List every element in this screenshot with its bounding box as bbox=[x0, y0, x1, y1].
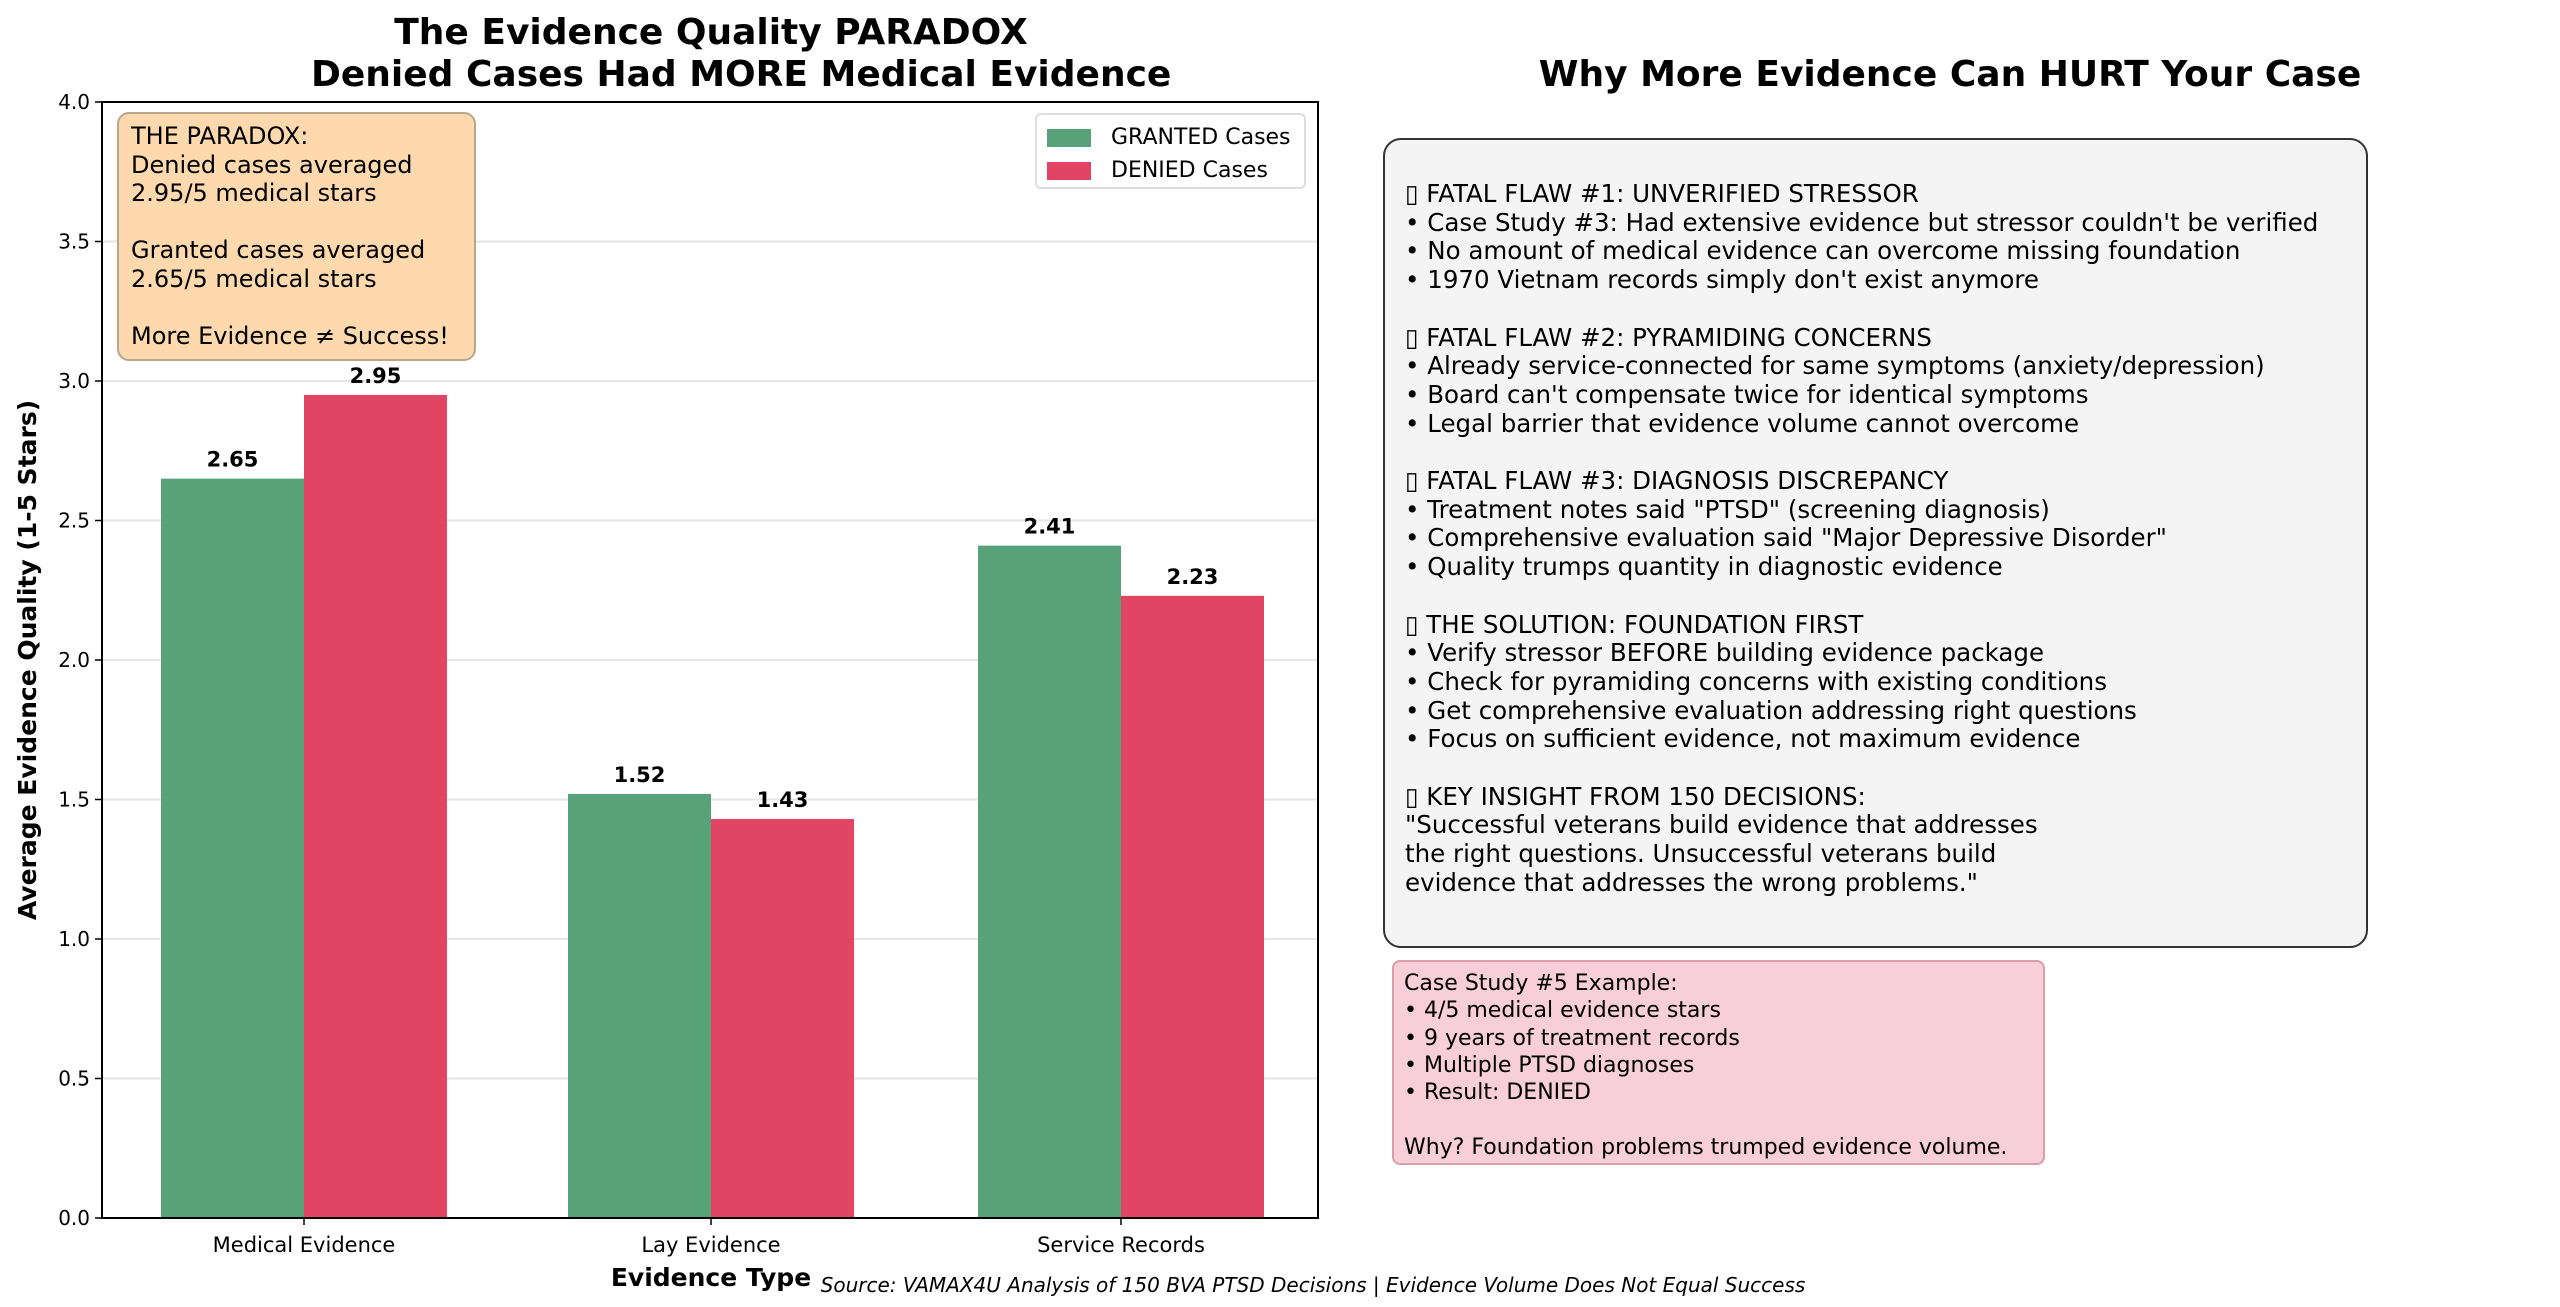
y-tick-label: 3.5 bbox=[58, 230, 90, 254]
insight-line: • 1970 Vietnam records simply don't exis… bbox=[1405, 265, 2039, 295]
y-tick-label: 2.5 bbox=[58, 509, 90, 533]
insight-line: • Verify stressor BEFORE building eviden… bbox=[1405, 638, 2045, 668]
insight-line: • Already service-connected for same sym… bbox=[1405, 351, 2265, 381]
y-tick-label: 0.0 bbox=[58, 1206, 90, 1230]
insight-heading: ▯ THE SOLUTION: FOUNDATION FIRST bbox=[1405, 609, 1864, 639]
data-label: 1.52 bbox=[614, 763, 666, 787]
bar-granted bbox=[568, 793, 711, 1218]
insight-line: • Case Study #3: Had extensive evidence … bbox=[1405, 207, 2319, 237]
source-note: Source: VAMAX4U Analysis of 150 BVA PTSD… bbox=[820, 1273, 1806, 1297]
y-tick-label: 3.0 bbox=[58, 369, 90, 393]
x-tick-label: Lay Evidence bbox=[641, 1233, 780, 1257]
insight-line: • Quality trumps quantity in diagnostic … bbox=[1405, 552, 2003, 582]
insight-line: evidence that addresses the wrong proble… bbox=[1405, 867, 1978, 897]
data-label: 2.41 bbox=[1024, 515, 1076, 539]
insight-line: • Treatment notes said "PTSD" (screening… bbox=[1405, 494, 2050, 524]
plot-frame bbox=[101, 101, 1319, 1219]
insight-line: • Focus on sufficient evidence, not maxi… bbox=[1405, 724, 2081, 754]
bar-denied bbox=[1121, 595, 1264, 1218]
insight-section: ▯ KEY INSIGHT FROM 150 DECISIONS: "Succes… bbox=[1405, 781, 2346, 898]
y-tick-label: 0.5 bbox=[58, 1067, 90, 1091]
bar-granted bbox=[161, 478, 304, 1218]
bar-denied bbox=[711, 819, 854, 1218]
data-label: 1.43 bbox=[757, 788, 809, 812]
legend-label-granted: GRANTED Cases bbox=[1111, 125, 1291, 150]
insight-heading: ▯ FATAL FLAW #1: UNVERIFIED STRESSOR bbox=[1405, 179, 1919, 208]
y-axis-label: Average Evidence Quality (1-5 Stars) bbox=[13, 400, 42, 920]
legend-swatch-granted bbox=[1047, 128, 1091, 147]
bar-granted bbox=[978, 545, 1121, 1218]
insight-heading: ▯ KEY INSIGHT FROM 150 DECISIONS: bbox=[1405, 781, 1866, 811]
insight-line: • Get comprehensive evaluation addressin… bbox=[1405, 695, 2137, 725]
insight-section: ▯ THE SOLUTION: FOUNDATION FIRST • Verify… bbox=[1405, 609, 2346, 755]
chart-title: The Evidence Quality PARADOX Denied Case… bbox=[311, 12, 1172, 96]
legend: GRANTED Cases DENIED Cases bbox=[1035, 113, 1306, 189]
insight-heading: ▯ FATAL FLAW #3: DIAGNOSIS DISCREPANCY bbox=[1405, 466, 1949, 495]
insight-heading: ▯ FATAL FLAW #2: PYRAMIDING CONCERNS bbox=[1405, 322, 1932, 352]
insight-line: • Comprehensive evaluation said "Major D… bbox=[1405, 523, 2167, 553]
insight-section: ▯ FATAL FLAW #3: DIAGNOSIS DISCREPANCY • … bbox=[1405, 466, 2346, 582]
data-label: 2.65 bbox=[207, 448, 259, 472]
y-tick-label: 1.0 bbox=[58, 927, 90, 951]
insight-line: • No amount of medical evidence can over… bbox=[1405, 236, 2241, 266]
x-axis-label: Evidence Type bbox=[611, 1263, 811, 1292]
insight-line: "Successful veterans build evidence that… bbox=[1405, 810, 2038, 840]
legend-item-granted: GRANTED Cases bbox=[1047, 121, 1294, 154]
insight-line: • Check for pyramiding concerns with exi… bbox=[1405, 666, 2107, 696]
insight-line: • Board can't compensate twice for ident… bbox=[1405, 379, 2089, 409]
insight-line: • Legal barrier that evidence volume can… bbox=[1405, 408, 2080, 438]
insight-section: ▯ FATAL FLAW #1: UNVERIFIED STRESSOR • Ca… bbox=[1405, 179, 2346, 295]
x-tick-label: Medical Evidence bbox=[213, 1233, 396, 1257]
legend-label-denied: DENIED Cases bbox=[1111, 158, 1268, 183]
chart-title-line-1: The Evidence Quality PARADOX bbox=[394, 12, 1028, 53]
panel-title: Why More Evidence Can HURT Your Case bbox=[1538, 54, 2362, 95]
y-tick-label: 1.5 bbox=[58, 788, 90, 812]
data-label: 2.23 bbox=[1167, 565, 1219, 589]
legend-item-denied: DENIED Cases bbox=[1047, 154, 1294, 187]
x-tick-label: Service Records bbox=[1037, 1233, 1205, 1257]
bar-denied bbox=[304, 394, 447, 1218]
chart-title-line-2: Denied Cases Had MORE Medical Evidence bbox=[311, 54, 1172, 95]
y-tick-label: 4.0 bbox=[58, 90, 90, 114]
insight-section: ▯ FATAL FLAW #2: PYRAMIDING CONCERNS • Al… bbox=[1405, 322, 2346, 439]
case-study-box: Case Study #5 Example: • 4/5 medical evi… bbox=[1392, 960, 2045, 1165]
legend-swatch-denied bbox=[1047, 161, 1091, 180]
paradox-annotation: THE PARADOX: Denied cases averaged 2.95/… bbox=[117, 112, 476, 361]
insight-line: the right questions. Unsuccessful vetera… bbox=[1405, 839, 1997, 869]
insights-panel: ▯ FATAL FLAW #1: UNVERIFIED STRESSOR • Ca… bbox=[1383, 138, 2368, 948]
y-tick-label: 2.0 bbox=[58, 648, 90, 672]
data-label: 2.95 bbox=[350, 364, 402, 388]
